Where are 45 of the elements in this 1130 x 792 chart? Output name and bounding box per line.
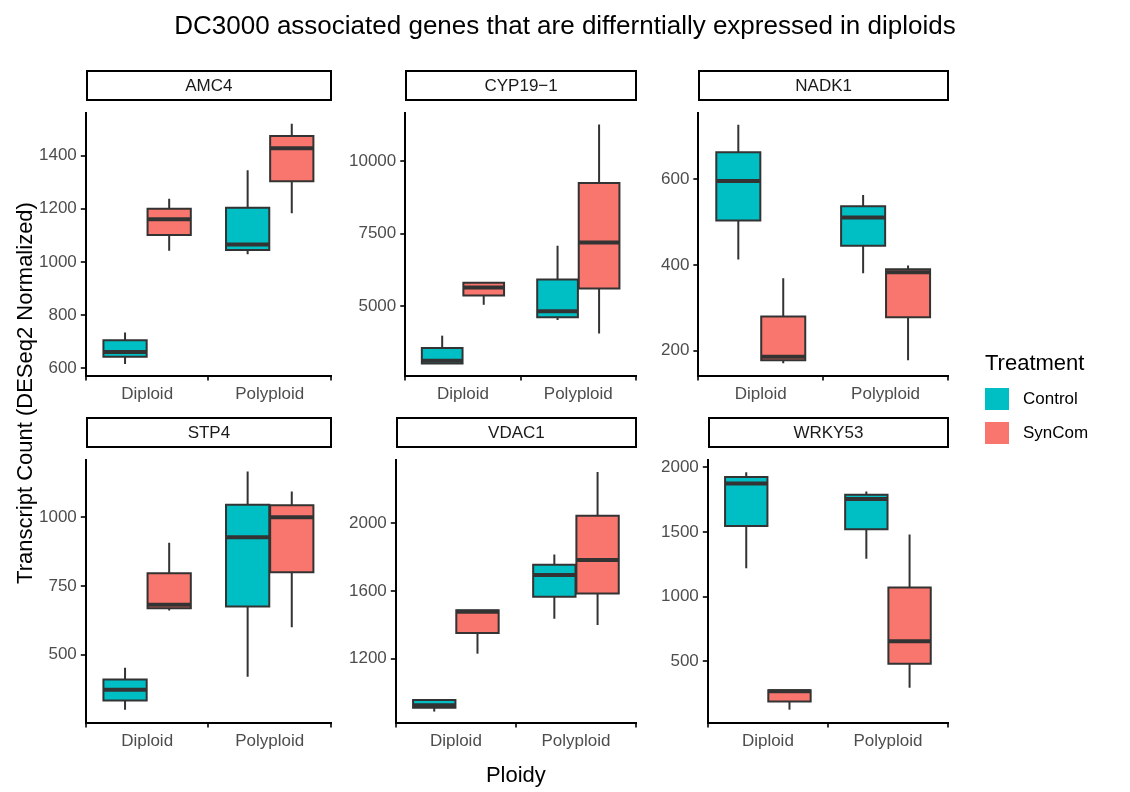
chart-title: VDAC1 xyxy=(395,417,637,448)
y-tick-label: 1400 xyxy=(38,145,77,165)
y-tick-label: 2000 xyxy=(660,457,699,476)
y-tick-label: 1200 xyxy=(38,198,77,218)
y-tick-label: 1000 xyxy=(38,251,77,271)
x-axis-title: Ploidy xyxy=(484,762,547,788)
chart-title: CYP19−1 xyxy=(405,70,637,101)
y-tick-label: 2000 xyxy=(348,512,387,532)
chart-title: WRKY53 xyxy=(707,417,949,448)
x-tick-label: Diploid xyxy=(741,731,794,751)
y-tick-label: 1000 xyxy=(660,586,699,606)
y-tick-label: 500 xyxy=(48,644,77,664)
y-tick-label: 7500 xyxy=(358,223,397,243)
y-tick-label: 750 xyxy=(48,575,77,595)
text: DC3000 associated genes that are differntially expressed in diploids xyxy=(173,10,957,41)
chart-title: STP4 xyxy=(85,417,332,448)
legend-label: SynCom xyxy=(1023,423,1089,443)
y-tick-label: 400 xyxy=(660,254,690,274)
x-tick-label: Polyploid xyxy=(853,731,923,751)
y-tick-label: 1500 xyxy=(660,521,699,541)
y-tick-label: 1200 xyxy=(348,648,387,668)
x-tick-label: Polyploid xyxy=(235,731,305,751)
y-axis-title: Transcript Count (DESeq2 Normalized) xyxy=(12,201,38,586)
y-tick-label: 600 xyxy=(48,357,77,377)
x-tick-label: Polyploid xyxy=(851,384,921,404)
y-tick-label: 1000 xyxy=(38,507,77,527)
x-tick-label: Polyploid xyxy=(543,384,613,404)
y-tick-label: 800 xyxy=(48,304,77,324)
y-tick-label: 600 xyxy=(660,168,690,188)
x-tick-label: Diploid xyxy=(121,384,174,404)
chart-title: AMC4 xyxy=(85,70,332,101)
x-tick-label: Diploid xyxy=(121,731,174,751)
x-tick-label: Diploid xyxy=(429,731,482,751)
legend-label: Control xyxy=(1023,389,1078,409)
x-tick-label: Diploid xyxy=(734,384,787,404)
x-tick-label: Polyploid xyxy=(541,731,611,751)
y-tick-label: 500 xyxy=(670,650,699,670)
y-tick-label: 1600 xyxy=(348,580,387,600)
x-tick-label: Diploid xyxy=(436,384,489,404)
y-tick-label: 200 xyxy=(660,340,690,360)
legend-title: Treatment xyxy=(985,350,1086,376)
x-tick-label: Polyploid xyxy=(235,384,305,404)
y-tick-label: 10000 xyxy=(348,150,397,170)
y-tick-label: 5000 xyxy=(358,295,397,315)
chart-title: NADK1 xyxy=(698,70,949,101)
